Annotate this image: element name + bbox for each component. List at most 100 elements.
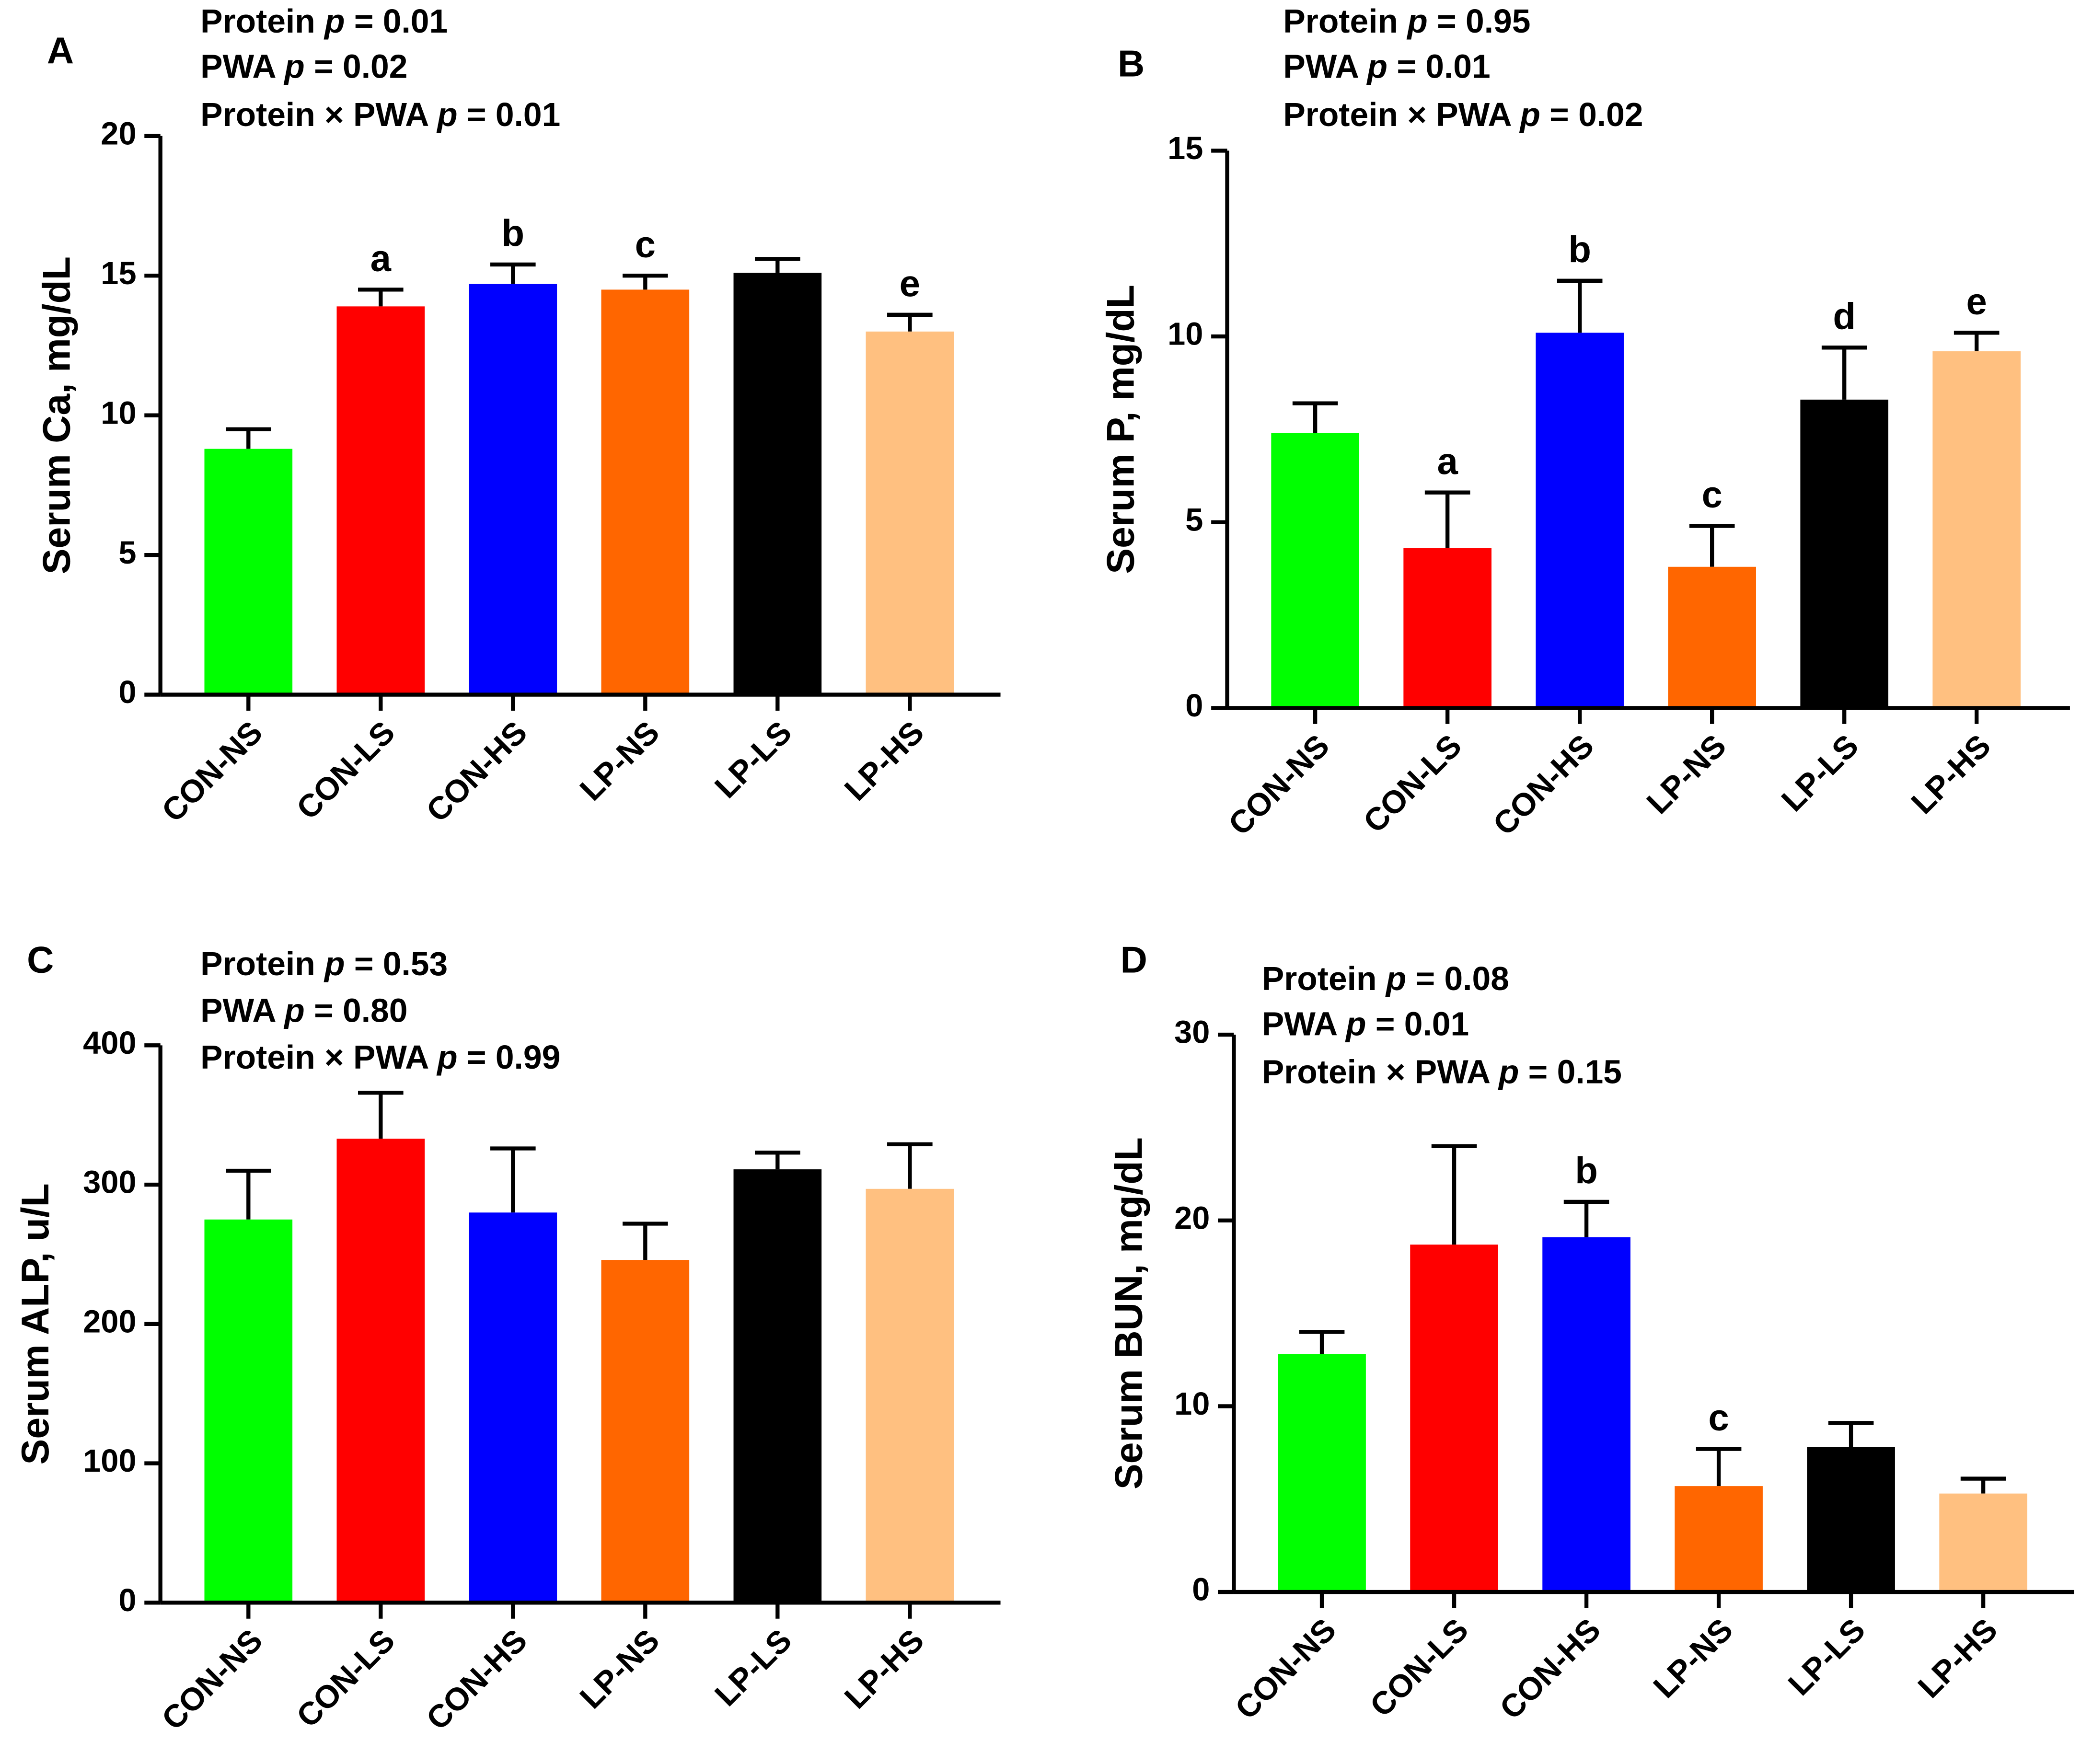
x-tick-label: LP-NS [1647, 1612, 1740, 1705]
stat-p: p [324, 2, 345, 40]
stat-p: p [324, 945, 345, 983]
y-tick-label: 15 [1168, 131, 1203, 166]
significance-letter: c [1702, 473, 1723, 516]
stat-line: Protein × PWA p = 0.01 [200, 96, 560, 133]
bar-con-hs [469, 284, 557, 695]
bar-lp-ls [1800, 399, 1888, 708]
stat-value: = 0.53 [345, 945, 448, 983]
x-tick-label: CON-NS [1222, 728, 1337, 842]
y-axis-label: Serum Ca, mg/dL [35, 256, 78, 574]
stat-line: Protein p = 0.53 [200, 945, 448, 983]
stat-p: p [283, 48, 304, 85]
stat-prefix: PWA [1262, 1005, 1346, 1043]
stat-value: = 0.01 [1366, 1005, 1469, 1043]
x-tick-label: CON-HS [1487, 728, 1601, 842]
bar-con-ls [336, 1139, 425, 1603]
stat-prefix: Protein [1262, 960, 1386, 997]
stat-p: p [1366, 48, 1387, 85]
bar-con-ls [1403, 548, 1491, 708]
bar-lp-hs [1939, 1493, 2027, 1592]
stat-p: p [436, 96, 457, 133]
panel-label: B [1118, 43, 1145, 85]
bar-lp-hs [1932, 351, 2021, 708]
bar-lp-ls [733, 1169, 822, 1603]
bar-con-hs [1536, 333, 1624, 708]
bar-con-ls [336, 306, 425, 695]
panel-b: B Protein p = 0.95 PWA p = 0.01 Protein × P… [1099, 2, 2070, 842]
stat-prefix: PWA [200, 992, 284, 1029]
stat-prefix: Protein [200, 945, 324, 983]
stat-prefix: Protein [200, 2, 324, 40]
stat-line: PWA p = 0.01 [1262, 1005, 1469, 1043]
x-tick-label: CON-LS [1357, 728, 1468, 840]
significance-letter: e [1966, 280, 1987, 322]
x-tick-label: LP-HS [838, 715, 931, 807]
panel-c: C Protein p = 0.53 PWA p = 0.80 Protein × P… [14, 938, 1001, 1737]
y-tick-label: 20 [101, 116, 136, 151]
stat-line: Protein p = 0.95 [1283, 2, 1530, 40]
x-tick-label: LP-LS [708, 715, 799, 805]
panel-label: C [27, 938, 54, 980]
y-tick-label: 0 [1185, 688, 1203, 724]
significance-letter: b [1568, 228, 1591, 270]
stat-line: Protein p = 0.08 [1262, 960, 1509, 997]
stat-p: p [1498, 1053, 1519, 1091]
x-tick-label: CON-HS [1493, 1612, 1608, 1727]
bar-lp-hs [866, 331, 954, 695]
x-tick-label: CON-HS [420, 715, 534, 829]
significance-letter: c [635, 223, 656, 265]
y-tick-label: 200 [83, 1304, 136, 1339]
y-axis-label: Serum BUN, mg/dL [1107, 1137, 1150, 1489]
bar-con-hs [469, 1212, 557, 1603]
x-tick-label: CON-HS [420, 1623, 534, 1737]
y-tick-label: 400 [83, 1026, 136, 1061]
bar-con-ns [1278, 1354, 1366, 1592]
x-tick-label: CON-LS [290, 1623, 402, 1734]
stat-prefix: Protein × PWA [1283, 96, 1520, 133]
bar-con-ns [204, 449, 293, 695]
y-tick-label: 15 [101, 256, 136, 291]
bar-lp-hs [866, 1188, 954, 1603]
stat-value: = 0.08 [1406, 960, 1509, 997]
stat-line: Protein × PWA p = 0.99 [200, 1038, 560, 1076]
stat-value: = 0.01 [458, 96, 561, 133]
bar-con-hs [1542, 1237, 1630, 1592]
y-tick-label: 10 [1168, 317, 1203, 352]
stat-line: PWA p = 0.01 [1283, 48, 1490, 85]
x-tick-label: LP-LS [1781, 1612, 1872, 1703]
x-tick-label: LP-HS [1911, 1612, 2004, 1705]
stat-line: Protein p = 0.01 [200, 2, 448, 40]
bar-lp-ls [733, 273, 822, 695]
significance-letter: b [502, 212, 525, 254]
significance-letter: a [1437, 440, 1458, 482]
significance-letter: d [1833, 295, 1856, 337]
stat-p: p [1406, 2, 1427, 40]
stat-value: = 0.01 [345, 2, 448, 40]
panel-label: A [47, 29, 74, 71]
panel-label: D [1121, 938, 1147, 980]
stat-prefix: PWA [1283, 48, 1367, 85]
stat-prefix: Protein × PWA [1262, 1053, 1499, 1091]
x-tick-label: CON-LS [1364, 1612, 1475, 1724]
stat-p: p [1345, 1005, 1366, 1043]
y-tick-label: 20 [1174, 1200, 1210, 1236]
x-tick-label: LP-HS [1905, 728, 1998, 821]
stat-line: Protein × PWA p = 0.15 [1262, 1053, 1622, 1091]
stat-p: p [283, 992, 304, 1029]
stat-prefix: Protein × PWA [200, 96, 437, 133]
y-tick-label: 5 [1185, 502, 1203, 538]
x-tick-label: LP-LS [708, 1623, 799, 1713]
stat-value: = 0.80 [305, 992, 408, 1029]
stat-line: Protein × PWA p = 0.02 [1283, 96, 1643, 133]
y-tick-label: 30 [1174, 1015, 1210, 1050]
x-tick-label: LP-LS [1775, 728, 1865, 819]
stat-p: p [1519, 96, 1540, 133]
bar-lp-ns [601, 289, 690, 695]
bar-con-ns [1271, 433, 1359, 708]
stat-value: = 0.01 [1387, 48, 1491, 85]
stat-value: = 0.02 [305, 48, 408, 85]
stat-prefix: PWA [200, 48, 284, 85]
y-tick-label: 100 [83, 1443, 136, 1479]
bar-lp-ns [1675, 1486, 1763, 1592]
